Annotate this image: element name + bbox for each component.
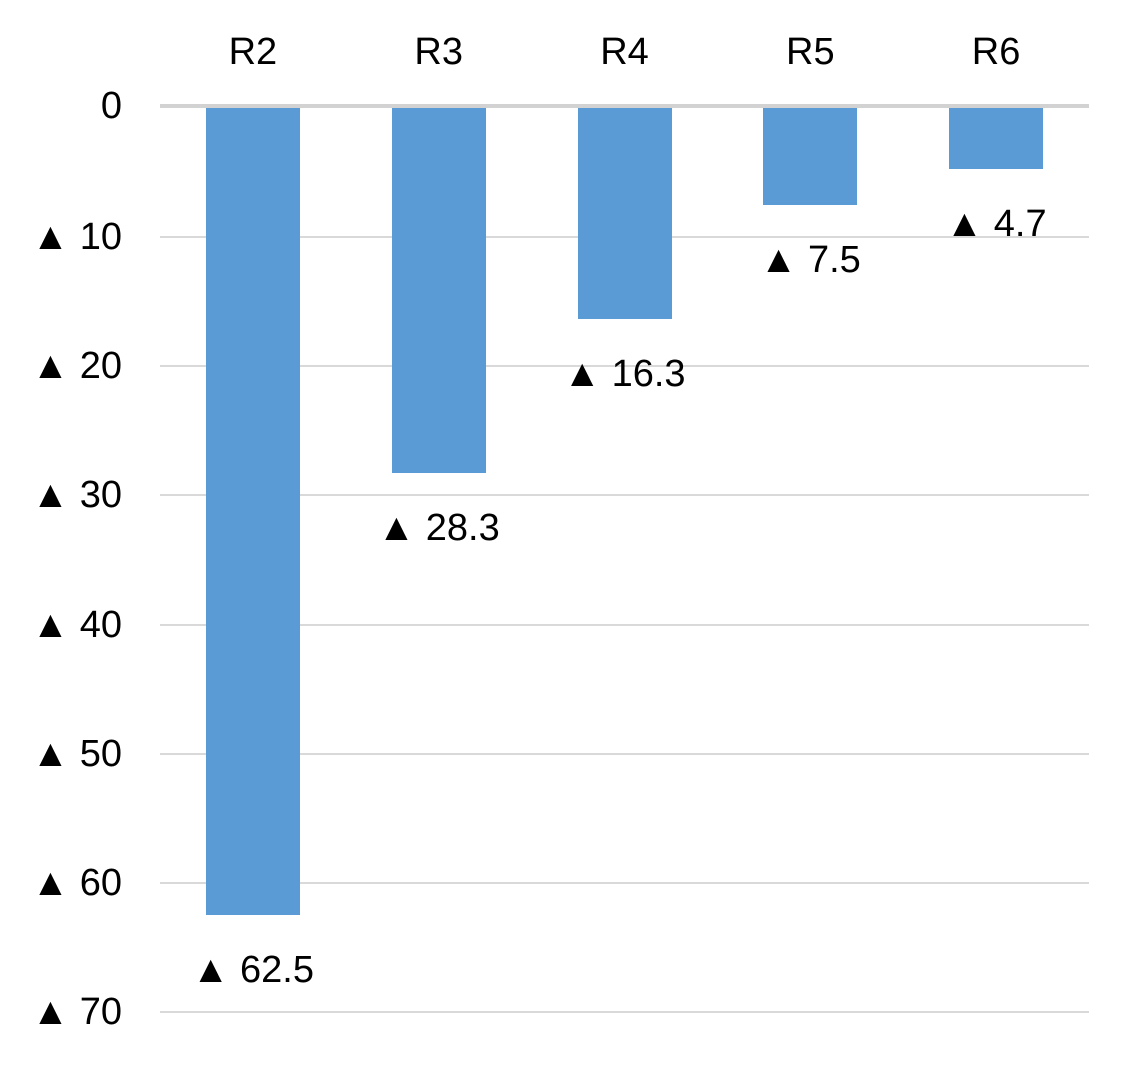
y-tick-label: 0	[100, 85, 122, 127]
gridline	[160, 623, 1089, 626]
bar-r4	[577, 108, 672, 319]
category-label-r5: R5	[786, 31, 835, 73]
y-tick-label: ▲ 40	[31, 603, 122, 646]
bar-r5	[763, 108, 858, 205]
gridline	[160, 494, 1089, 497]
category-label-r2: R2	[228, 31, 278, 73]
y-tick-label: ▲ 50	[31, 732, 122, 775]
bar-r3	[391, 108, 486, 474]
data-label-r5: ▲ 7.5	[759, 238, 861, 281]
bar-r2	[205, 108, 300, 916]
y-tick-label: ▲ 70	[31, 991, 122, 1033]
y-tick-label: ▲ 10	[31, 216, 122, 259]
gridline	[160, 365, 1089, 368]
category-label-r3: R3	[414, 31, 463, 73]
data-label-r6: ▲ 4.7	[945, 202, 1047, 245]
y-tick-label: ▲ 20	[31, 345, 122, 388]
data-label-r4: ▲ 16.3	[563, 352, 686, 395]
gridline	[160, 881, 1089, 884]
gridline	[160, 752, 1089, 755]
zero-gridline	[160, 104, 1089, 108]
category-label-r6: R6	[971, 31, 1021, 73]
y-tick-label: ▲ 30	[31, 474, 122, 517]
gridline	[160, 1011, 1089, 1013]
data-label-r2: ▲ 62.5	[191, 949, 314, 992]
data-label-r3: ▲ 28.3	[377, 507, 500, 550]
category-label-r4: R4	[600, 31, 649, 73]
bar-r6	[949, 108, 1044, 169]
y-tick-label: ▲ 60	[31, 861, 122, 904]
